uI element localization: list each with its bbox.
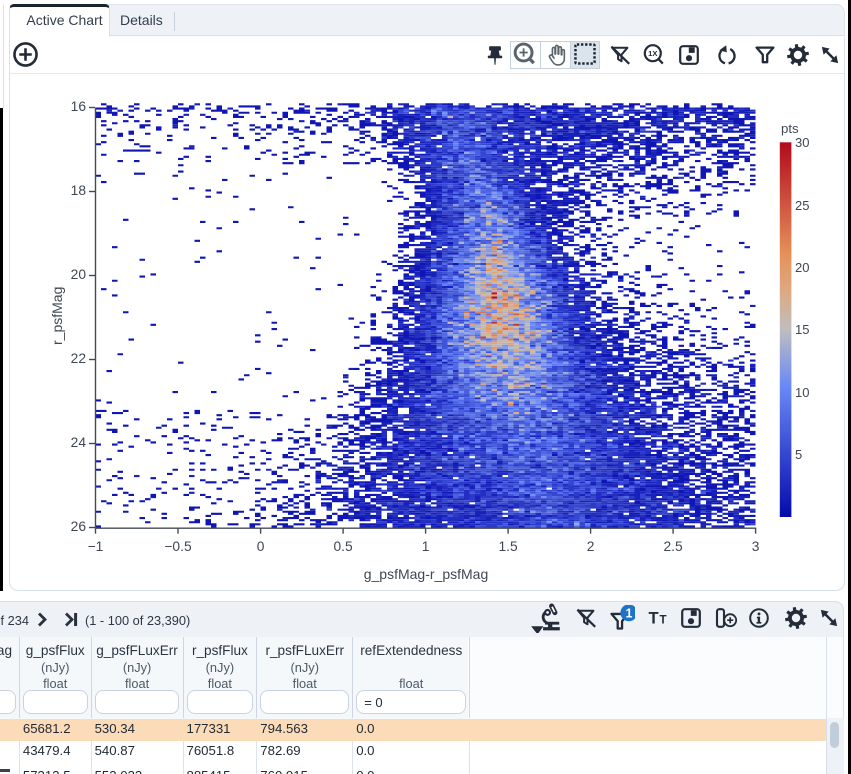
svg-text:T: T (659, 615, 666, 627)
svg-text:T: T (648, 610, 658, 628)
svg-text:1X: 1X (648, 49, 657, 58)
svg-text:1: 1 (625, 606, 632, 620)
